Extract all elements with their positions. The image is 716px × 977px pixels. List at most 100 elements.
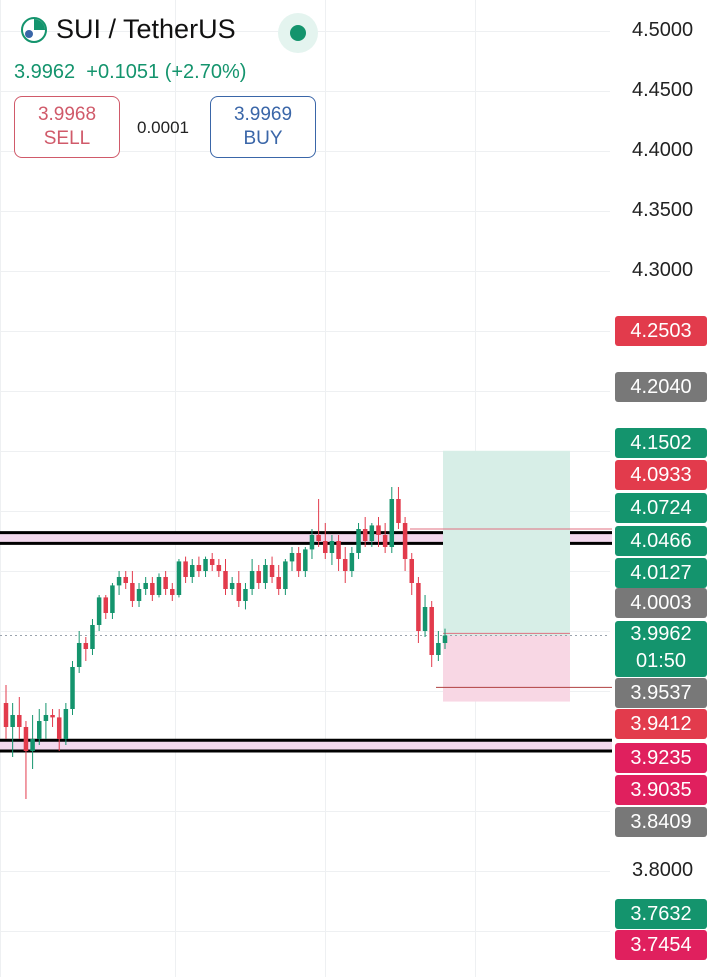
candle-body — [10, 715, 15, 727]
price-tag-value: 3.9235 — [630, 747, 692, 769]
candle-body — [276, 577, 281, 589]
candle-body — [223, 571, 228, 589]
price-tag-value: 3.9962 — [630, 623, 692, 645]
candle-body — [409, 559, 414, 583]
price-axis-tag: 4.0003 — [615, 588, 707, 618]
candle-body — [296, 553, 301, 571]
sell-price: 3.9968 — [37, 104, 97, 125]
candle-body — [156, 577, 162, 595]
candle-body — [70, 667, 75, 709]
price-axis-tick: 4.4500 — [632, 79, 694, 101]
candle-body — [249, 571, 255, 589]
candle-body — [143, 583, 148, 589]
candle-body — [263, 565, 268, 583]
candle-body — [283, 561, 288, 589]
price-axis-tick: 4.5000 — [632, 19, 694, 41]
price-axis-tag: 3.9537 — [615, 678, 707, 708]
candle-body — [43, 715, 49, 721]
price-summary: 3.9962 +0.1051 (+2.70%) — [14, 61, 246, 84]
candle-body — [382, 535, 388, 547]
price-axis-tag: 3.8409 — [615, 807, 707, 837]
candle-body — [402, 523, 408, 559]
candle-body — [416, 583, 421, 631]
price-axis-tag: 3.9412 — [615, 709, 707, 739]
candle-body — [256, 571, 262, 583]
candle-body — [150, 583, 155, 595]
candle-body — [309, 535, 315, 550]
price-axis-tick: 3.8000 — [632, 859, 694, 881]
candle-body — [422, 607, 428, 631]
buy-price: 3.9969 — [233, 104, 293, 125]
candle-body — [329, 541, 335, 553]
candle-body — [269, 565, 275, 577]
price-change: +0.1051 — [86, 61, 160, 83]
candle-body — [116, 577, 122, 586]
candle-body — [442, 635, 448, 643]
price-change-percent: (+2.70%) — [164, 61, 247, 83]
price-axis-tick: 4.3000 — [632, 259, 694, 281]
candle-body — [216, 565, 222, 571]
price-tag-value: 3.7632 — [630, 903, 692, 925]
symbol-title[interactable]: SUI / TetherUS — [56, 14, 236, 44]
candle-body — [436, 643, 441, 655]
candle-body — [110, 585, 115, 613]
price-axis-tag: 4.0127 — [615, 558, 707, 588]
position-loss-zone — [443, 635, 570, 702]
candle-body — [236, 583, 242, 601]
price-tag-value: 4.1502 — [630, 432, 692, 454]
candle-body — [356, 529, 361, 553]
candle-body — [362, 529, 368, 541]
candle-body — [196, 565, 202, 571]
candle-body — [289, 553, 295, 562]
candle-body — [130, 583, 135, 601]
candle-body — [170, 589, 175, 595]
candle-body — [396, 499, 401, 523]
candle-body — [429, 607, 434, 655]
position-profit-zone — [443, 450, 570, 636]
candle-body — [349, 553, 355, 571]
price-tag-value: 4.0003 — [630, 592, 692, 614]
candle-body — [183, 561, 188, 577]
sell-label: SELL — [43, 128, 91, 149]
candle-body — [189, 565, 195, 577]
price-axis-tag: 4.0933 — [615, 460, 707, 490]
candle-body — [76, 643, 82, 667]
price-axis-tag: 4.0724 — [615, 493, 707, 523]
candle-body — [3, 703, 9, 727]
candle-body — [83, 643, 89, 649]
candle-body — [176, 561, 182, 595]
current-price-tag: 3.9962 01:50 — [615, 621, 707, 677]
candle-body — [369, 525, 375, 541]
candle-body — [30, 739, 35, 751]
price-tag-value: 4.0127 — [630, 562, 692, 584]
sell-button[interactable]: 3.9968 SELL — [14, 96, 120, 158]
candle-body — [323, 541, 328, 553]
price-axis-tag: 4.1502 — [615, 428, 707, 458]
candle-body — [90, 625, 95, 649]
candle-body — [63, 709, 69, 739]
buy-button[interactable]: 3.9969 BUY — [210, 96, 316, 158]
candle-body — [316, 535, 321, 541]
candle-body — [50, 715, 55, 718]
price-tag-value: 3.8409 — [630, 811, 692, 833]
price-axis-tag: 4.0466 — [615, 526, 707, 556]
candle-countdown: 01:50 — [635, 650, 687, 672]
price-axis-tick: 4.3500 — [632, 199, 694, 221]
price-tag-value: 3.9537 — [630, 682, 692, 704]
candle-body — [37, 721, 42, 739]
price-axis-tick: 4.4000 — [632, 139, 694, 161]
candle-body — [209, 559, 215, 565]
resistance-zone-fill — [0, 532, 612, 544]
price-tag-value: 4.2040 — [630, 376, 692, 398]
candle-body — [342, 559, 348, 571]
candle-body — [229, 583, 235, 589]
price-tag-value: 3.9412 — [630, 713, 692, 735]
candle-body — [103, 597, 109, 613]
price-axis-tag: 3.7632 — [615, 899, 707, 929]
price-axis-tag: 3.7454 — [615, 930, 707, 960]
price-axis-tag: 4.2040 — [615, 372, 707, 402]
last-price: 3.9962 — [14, 61, 76, 83]
candle-body — [163, 577, 168, 589]
price-tag-value: 4.2503 — [630, 320, 692, 342]
